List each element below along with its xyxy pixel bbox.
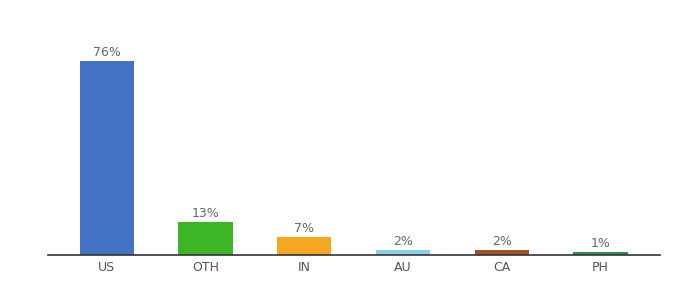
Text: 76%: 76% bbox=[93, 46, 121, 59]
Text: 2%: 2% bbox=[492, 235, 511, 248]
Text: 7%: 7% bbox=[294, 222, 314, 235]
Text: 1%: 1% bbox=[590, 237, 611, 250]
Text: 13%: 13% bbox=[192, 207, 220, 220]
Text: 2%: 2% bbox=[393, 235, 413, 248]
Bar bbox=[277, 237, 331, 255]
Bar bbox=[475, 250, 529, 255]
Bar bbox=[376, 250, 430, 255]
Bar bbox=[178, 222, 233, 255]
Bar bbox=[80, 61, 134, 255]
Bar bbox=[573, 253, 628, 255]
